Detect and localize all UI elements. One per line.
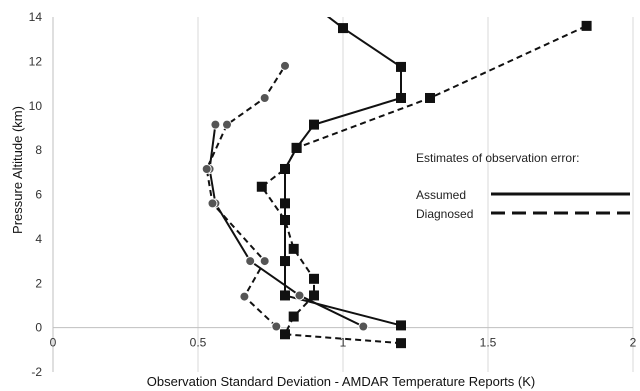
series-3-circle-marker xyxy=(239,291,250,302)
series-0-square-marker xyxy=(280,256,290,267)
series-1-square-marker xyxy=(280,215,290,226)
series-3-line xyxy=(205,65,286,328)
x-tick-label: 0 xyxy=(50,336,57,350)
series-2-circle-marker xyxy=(358,321,369,332)
x-tick-label: 0.5 xyxy=(190,336,207,350)
x-tick-label: 1.5 xyxy=(480,336,497,350)
series-3-circle-marker xyxy=(222,119,232,130)
grid xyxy=(197,17,634,372)
series-2-circle-marker xyxy=(210,119,221,130)
series-2-circle-marker xyxy=(245,256,256,267)
x-axis-title: Observation Standard Deviation - AMDAR T… xyxy=(147,374,535,389)
series-1-square-marker xyxy=(396,338,406,349)
y-tick-label: 10 xyxy=(29,99,43,113)
y-tick-label: 8 xyxy=(35,143,42,157)
y-tick-label: 2 xyxy=(35,276,42,290)
series-1-square-marker xyxy=(256,181,267,192)
series-3-circle-marker xyxy=(259,256,270,267)
series xyxy=(201,1,592,349)
series-0-square-marker xyxy=(309,119,319,130)
y-tick-label: 6 xyxy=(35,188,42,202)
legend-entry-diagnosed-label: Diagnosed xyxy=(416,207,473,221)
x-tick-label: 1 xyxy=(340,336,347,350)
series-0-square-marker xyxy=(396,61,406,72)
legend-title: Estimates of observation error: xyxy=(416,151,579,165)
series-1-square-marker xyxy=(280,329,290,340)
y-tick-label: 4 xyxy=(35,232,42,246)
x-tick-label: 2 xyxy=(630,336,637,350)
series-0-square-marker xyxy=(280,198,290,209)
series-0-square-marker xyxy=(280,290,290,301)
series-3-circle-marker xyxy=(207,198,218,209)
series-1-square-marker xyxy=(288,243,299,254)
tick-labels: 0 0.5 1 1.5 2 -2 0 2 4 6 8 10 12 14 xyxy=(29,10,637,379)
y-tick-label: 0 xyxy=(35,321,42,335)
series-1-square-marker xyxy=(425,92,435,103)
series-1-square-marker xyxy=(288,311,299,322)
series-1-square-marker xyxy=(581,20,592,31)
series-0-square-marker xyxy=(396,320,406,331)
y-tick-label: 14 xyxy=(29,10,43,24)
series-0-square-marker xyxy=(309,1,319,11)
series-3-circle-marker xyxy=(280,60,290,71)
legend: Estimates of observation error: Assumed … xyxy=(416,151,630,221)
y-tick-label: -2 xyxy=(31,365,42,379)
y-axis-title: Pressure Altitude (km) xyxy=(10,106,25,234)
series-1-square-marker xyxy=(280,163,290,174)
series-1-square-marker xyxy=(291,142,302,153)
series-1-square-marker xyxy=(309,290,319,301)
series-3-circle-marker xyxy=(271,321,282,332)
y-tick-label: 12 xyxy=(29,54,43,68)
series-0-square-marker xyxy=(338,23,348,34)
legend-entry-assumed-label: Assumed xyxy=(416,188,466,202)
series-3-circle-marker xyxy=(259,92,270,103)
series-3-circle-marker xyxy=(201,163,212,174)
series-2-circle-marker xyxy=(294,290,305,301)
series-0-square-marker xyxy=(396,92,406,103)
series-1-square-marker xyxy=(309,273,319,284)
axes xyxy=(52,17,633,372)
